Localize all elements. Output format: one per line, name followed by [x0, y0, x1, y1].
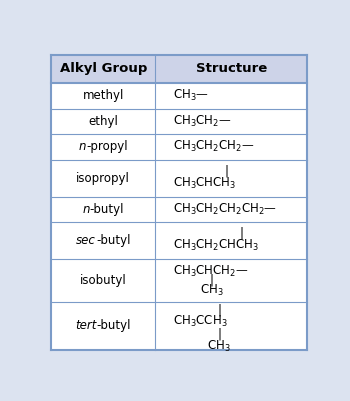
FancyBboxPatch shape — [51, 160, 307, 197]
FancyBboxPatch shape — [51, 222, 307, 259]
Text: |: | — [240, 227, 244, 240]
FancyBboxPatch shape — [51, 259, 307, 302]
FancyBboxPatch shape — [51, 302, 307, 350]
FancyBboxPatch shape — [51, 55, 307, 350]
Text: CH$_3$: CH$_3$ — [207, 339, 231, 354]
Text: |: | — [217, 328, 221, 340]
Text: -propyl: -propyl — [86, 140, 128, 153]
Text: isobutyl: isobutyl — [80, 274, 127, 287]
Text: methyl: methyl — [83, 89, 124, 102]
FancyBboxPatch shape — [51, 134, 307, 160]
Text: isopropyl: isopropyl — [76, 172, 130, 185]
Text: CH$_3$CCH$_3$: CH$_3$CCH$_3$ — [173, 314, 228, 330]
Text: CH$_3$CH$_2$CH$_2$CH$_2$—: CH$_3$CH$_2$CH$_2$CH$_2$— — [173, 202, 278, 217]
Text: Alkyl Group: Alkyl Group — [60, 63, 147, 75]
Text: sec: sec — [76, 234, 96, 247]
Text: n: n — [79, 140, 86, 153]
Text: |: | — [209, 274, 214, 287]
FancyBboxPatch shape — [51, 55, 307, 83]
Text: CH$_3$CHCH$_3$: CH$_3$CHCH$_3$ — [173, 176, 237, 190]
Text: CH$_3$CH$_2$—: CH$_3$CH$_2$— — [173, 114, 232, 129]
Text: |: | — [225, 164, 229, 177]
FancyBboxPatch shape — [51, 83, 307, 109]
Text: ethyl: ethyl — [88, 115, 118, 128]
Text: -butyl: -butyl — [96, 234, 131, 247]
Text: CH$_3$CH$_2$CH$_2$—: CH$_3$CH$_2$CH$_2$— — [173, 139, 255, 154]
Text: -butyl: -butyl — [90, 203, 124, 216]
Text: n: n — [82, 203, 90, 216]
Text: CH$_3$CH$_2$CHCH$_3$: CH$_3$CH$_2$CHCH$_3$ — [173, 238, 260, 253]
FancyBboxPatch shape — [51, 197, 307, 222]
Text: tert: tert — [75, 319, 97, 332]
Text: -butyl: -butyl — [97, 319, 131, 332]
Text: Structure: Structure — [196, 63, 267, 75]
FancyBboxPatch shape — [51, 109, 307, 134]
Text: CH$_3$CHCH$_2$—: CH$_3$CHCH$_2$— — [173, 263, 249, 279]
Text: CH$_3$: CH$_3$ — [199, 283, 223, 298]
Text: CH$_3$—: CH$_3$— — [173, 88, 209, 103]
Text: |: | — [217, 303, 221, 316]
